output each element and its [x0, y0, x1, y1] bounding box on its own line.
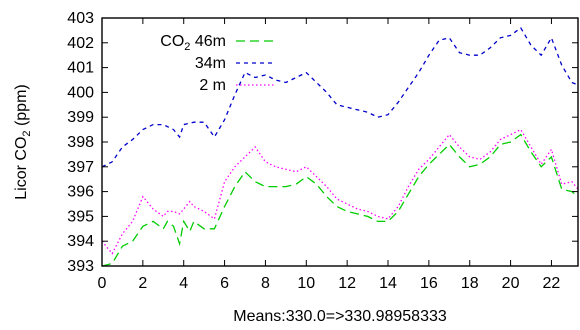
y-tick-label: 399: [67, 109, 94, 126]
axis-ticks: 0 2 4 6 8 10 12 14 16 18 20 22 393 394 395 396 397 398 399…: [67, 10, 578, 292]
x-tick-label: 14: [379, 275, 397, 292]
y-tick-label: 397: [67, 159, 94, 176]
x-tick-label: 20: [502, 275, 520, 292]
x-tick-label: 2: [138, 275, 147, 292]
y-axis-title-unit: (ppm): [13, 84, 30, 130]
x-tick-label: 6: [220, 275, 229, 292]
y-tick-label: 400: [67, 84, 94, 101]
series-line-2: [102, 128, 578, 255]
y-tick-label: 393: [67, 258, 94, 275]
y-tick-label: 398: [67, 134, 94, 151]
y-tick-label: 401: [67, 60, 94, 77]
legend-label-1: 34m: [195, 55, 226, 72]
x-tick-label: 0: [98, 275, 107, 292]
y-tick-label: 394: [67, 233, 94, 250]
x-tick-label: 8: [261, 275, 270, 292]
y-axis-title: Licor CO2 (ppm): [13, 84, 33, 199]
y-tick-label: 403: [67, 10, 94, 27]
legend-label-0: CO2 46m: [160, 33, 226, 53]
legend-label-2: 2 m: [199, 77, 226, 94]
y-axis-title-subscript: 2: [21, 130, 33, 136]
series-line-0: [102, 133, 578, 266]
x-tick-label: 10: [297, 275, 315, 292]
y-tick-label: 395: [67, 208, 94, 225]
x-tick-label: 22: [543, 275, 561, 292]
x-tick-label: 16: [420, 275, 438, 292]
series-line-1: [102, 26, 578, 168]
x-tick-label: 12: [338, 275, 356, 292]
x-tick-label: 4: [179, 275, 188, 292]
plot-frame: [101, 17, 579, 267]
y-tick-label: 396: [67, 184, 94, 201]
x-axis-title: Means:330.0=>330.98958333: [233, 308, 447, 325]
legend: CO2 46m 34m 2 m: [160, 33, 276, 94]
series-layer: [102, 26, 578, 266]
x-tick-label: 18: [461, 275, 479, 292]
y-axis-title-main: Licor CO: [13, 137, 30, 200]
y-tick-label: 402: [67, 35, 94, 52]
